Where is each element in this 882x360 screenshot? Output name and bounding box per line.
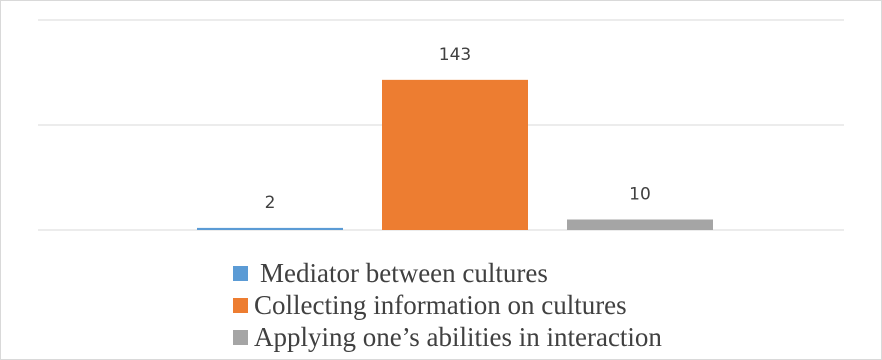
legend-item-applying: Applying one’s abilities in interaction [233, 321, 662, 353]
bar-mediator [197, 227, 343, 230]
legend-label-mediator: Mediator between cultures [260, 258, 548, 288]
legend-item-mediator: Mediator between cultures [233, 257, 662, 289]
bars [197, 79, 713, 230]
legend-label-applying: Applying one’s abilities in interaction [254, 322, 662, 352]
legend: Mediator between cultures Collecting inf… [233, 257, 662, 353]
legend-swatch-collecting [233, 297, 248, 313]
data-label-applying: 10 [629, 185, 651, 205]
data-labels: 2 143 10 [265, 45, 651, 213]
bar-chart: 2 143 10 [38, 19, 844, 231]
legend-item-collecting: Collecting information on cultures [233, 289, 662, 321]
bar-collecting [382, 79, 528, 230]
legend-swatch-mediator [233, 265, 248, 281]
legend-swatch-applying [233, 329, 248, 345]
data-label-collecting: 143 [439, 45, 471, 65]
legend-label-collecting: Collecting information on cultures [254, 290, 627, 320]
bar-applying [567, 219, 713, 230]
data-label-mediator: 2 [265, 193, 276, 213]
